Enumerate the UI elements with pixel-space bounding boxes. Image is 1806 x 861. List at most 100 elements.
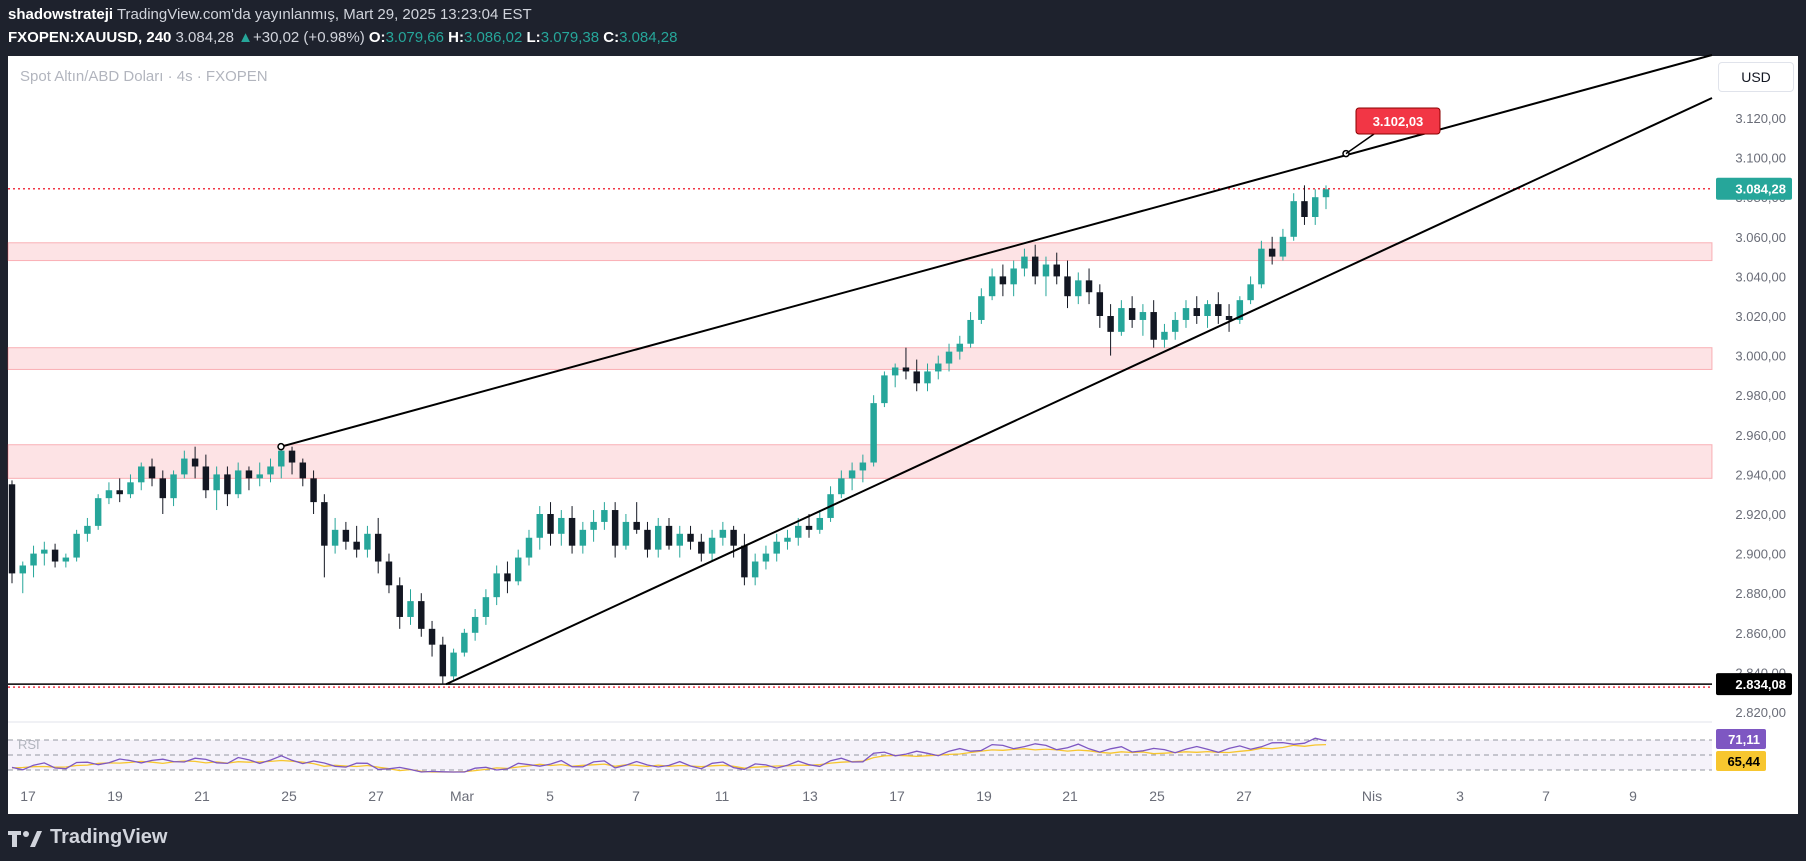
low-label: L: — [526, 29, 541, 46]
high-value: 3.086,02 — [463, 29, 523, 46]
price-chart[interactable]: 3.120,003.100,003.080,003.060,003.040,00… — [0, 0, 1806, 814]
ohlc-legend: FXOPEN:XAUUSD, 240 3.084,28 ▲+30,02 (+0.… — [8, 29, 677, 46]
candle-body — [1107, 316, 1114, 332]
up-arrow-icon: ▲ — [238, 29, 253, 46]
y-tick-label: 2.880,00 — [1735, 586, 1786, 601]
y-tick-label: 2.920,00 — [1735, 507, 1786, 522]
candle-body — [428, 628, 436, 645]
x-tick-label: 19 — [976, 788, 992, 804]
high-label: H: — [448, 29, 464, 46]
candle-body — [988, 276, 996, 297]
candle-body — [913, 371, 920, 384]
x-tick-label: 11 — [715, 788, 730, 804]
x-tick-label: 21 — [194, 788, 210, 804]
target-callout-text: 3.102,03 — [1373, 114, 1424, 129]
candle-body — [224, 474, 231, 495]
y-tick-label: 2.820,00 — [1735, 705, 1786, 720]
candle-body — [751, 561, 759, 578]
last-price-label — [1716, 177, 1792, 200]
candle-body — [848, 470, 856, 479]
low-price-label-text: 2.834,08 — [1735, 677, 1786, 692]
candle-body — [891, 367, 899, 376]
candle-body — [1268, 248, 1276, 257]
candle-body — [870, 403, 877, 463]
close-value: 3.084,28 — [619, 29, 678, 46]
y-tick-label: 2.940,00 — [1735, 467, 1786, 482]
candle-body — [202, 466, 210, 491]
published-text: TradingView.com'da yayınlanmış, Mart 29,… — [116, 6, 532, 23]
x-tick-label: 25 — [1149, 788, 1165, 804]
candle-body — [568, 517, 576, 546]
candle-body — [138, 466, 145, 483]
candle-body — [676, 533, 684, 546]
trendline-anchor — [277, 442, 285, 451]
candle-body — [816, 517, 824, 530]
y-tick-label: 3.120,00 — [1735, 111, 1786, 126]
x-tick-label: 27 — [1236, 788, 1252, 804]
candle-body — [514, 557, 522, 582]
low-value: 3.079,38 — [540, 29, 600, 46]
candle-body — [245, 470, 253, 479]
x-tick-label: 27 — [368, 788, 384, 804]
candle-body — [611, 510, 619, 546]
rsi-ma-line — [11, 743, 1327, 773]
x-tick-label: 17 — [889, 788, 905, 804]
candle-body — [1096, 292, 1104, 316]
candle-body — [1290, 201, 1297, 237]
currency-button[interactable]: USD — [1718, 62, 1794, 92]
symbol-label[interactable]: FXOPEN:XAUUSD, 240 — [8, 29, 172, 46]
candle-body — [278, 450, 285, 467]
chart-title: Spot Altın/ABD Doları · 4s · FXOPEN — [20, 68, 268, 85]
candle-body — [170, 474, 177, 499]
candle-body — [1053, 264, 1060, 277]
candle-body — [1075, 280, 1082, 297]
candle-body — [665, 525, 673, 546]
publish-info: shadowstrateji TradingView.com'da yayınl… — [8, 6, 532, 23]
x-tick-label: 7 — [1542, 788, 1550, 804]
open-label: O: — [368, 29, 386, 46]
x-tick-label: 13 — [802, 788, 818, 804]
x-tick-label: 17 — [20, 788, 36, 804]
x-tick-label: 3 — [1456, 788, 1464, 804]
candle-body — [396, 585, 403, 617]
candle-body — [62, 557, 70, 562]
candle-body — [41, 549, 48, 554]
candle-body — [525, 537, 533, 558]
candle-body — [504, 573, 511, 582]
candle-body — [213, 474, 220, 491]
candle-body — [1311, 197, 1319, 217]
candle-body — [838, 478, 845, 495]
candle-body — [698, 541, 705, 554]
candle-body — [1247, 284, 1254, 301]
candle-body — [94, 498, 102, 526]
candle-body — [234, 470, 242, 495]
resistance-zone — [7, 347, 1713, 370]
candle-body — [730, 529, 737, 546]
candle-body — [105, 490, 113, 499]
candle-body — [127, 482, 134, 495]
y-tick-label: 3.000,00 — [1735, 349, 1786, 364]
candle-body — [590, 521, 597, 530]
rsi-value-text: 71,11 — [1728, 732, 1760, 747]
candle-body — [256, 474, 263, 479]
tradingview-logo[interactable]: TradingView — [8, 826, 167, 849]
candle-body — [741, 545, 748, 578]
candle-body — [1225, 316, 1233, 320]
candle-body — [1171, 319, 1179, 332]
candle-body — [1236, 300, 1244, 320]
y-tick-label: 3.040,00 — [1735, 269, 1786, 284]
candle-body — [418, 601, 425, 629]
y-tick-label: 2.860,00 — [1735, 626, 1786, 641]
candle-body — [1279, 236, 1287, 257]
y-tick-label: 3.060,00 — [1735, 230, 1786, 245]
candle-body — [1021, 256, 1028, 269]
author-name[interactable]: shadowstrateji — [8, 6, 114, 23]
candle-body — [956, 343, 964, 352]
candle-body — [385, 561, 393, 586]
candle-body — [310, 478, 317, 503]
candle-body — [407, 601, 414, 617]
upper-trendline — [280, 54, 1713, 448]
candle-body — [84, 525, 91, 534]
candle-body — [1258, 248, 1265, 285]
close-label: C: — [603, 29, 620, 46]
